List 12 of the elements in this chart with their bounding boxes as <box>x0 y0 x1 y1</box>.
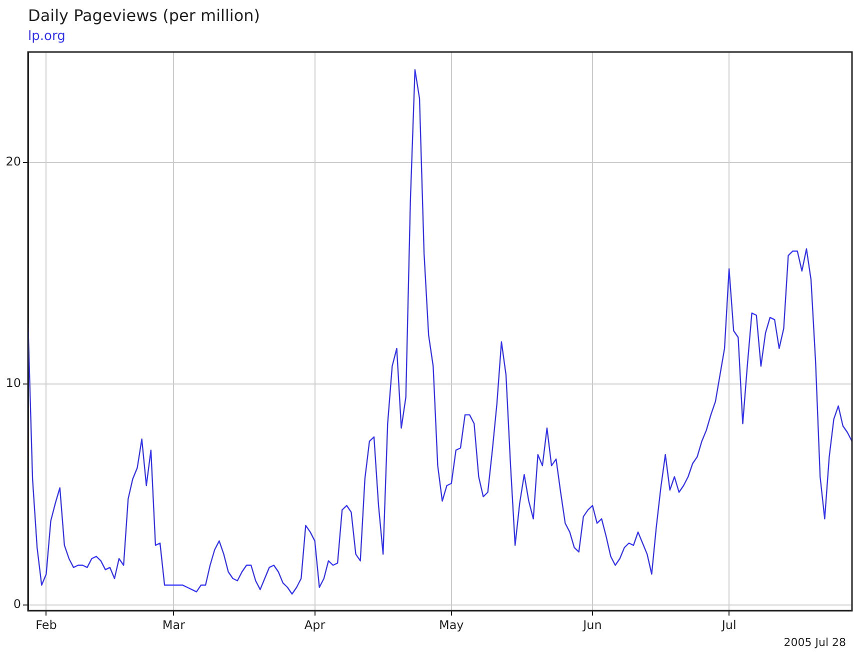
x-tick-label: Mar <box>162 618 186 632</box>
text: 2005 Jul 28 <box>784 636 846 649</box>
x-tick-label: Jun <box>582 618 602 632</box>
chart-subtitle: lp.org <box>28 29 66 44</box>
y-tick-label: 10 <box>6 376 21 390</box>
y-tick-label: 20 <box>6 154 21 169</box>
x-tick-label: Jul <box>720 618 736 632</box>
y-tick-label: 0 <box>13 597 21 612</box>
chart-title: Daily Pageviews (per million) <box>28 6 260 25</box>
x-tick-label: Apr <box>304 618 326 632</box>
x-tick-label: May <box>438 618 464 632</box>
x-tick-label: Feb <box>36 618 57 632</box>
